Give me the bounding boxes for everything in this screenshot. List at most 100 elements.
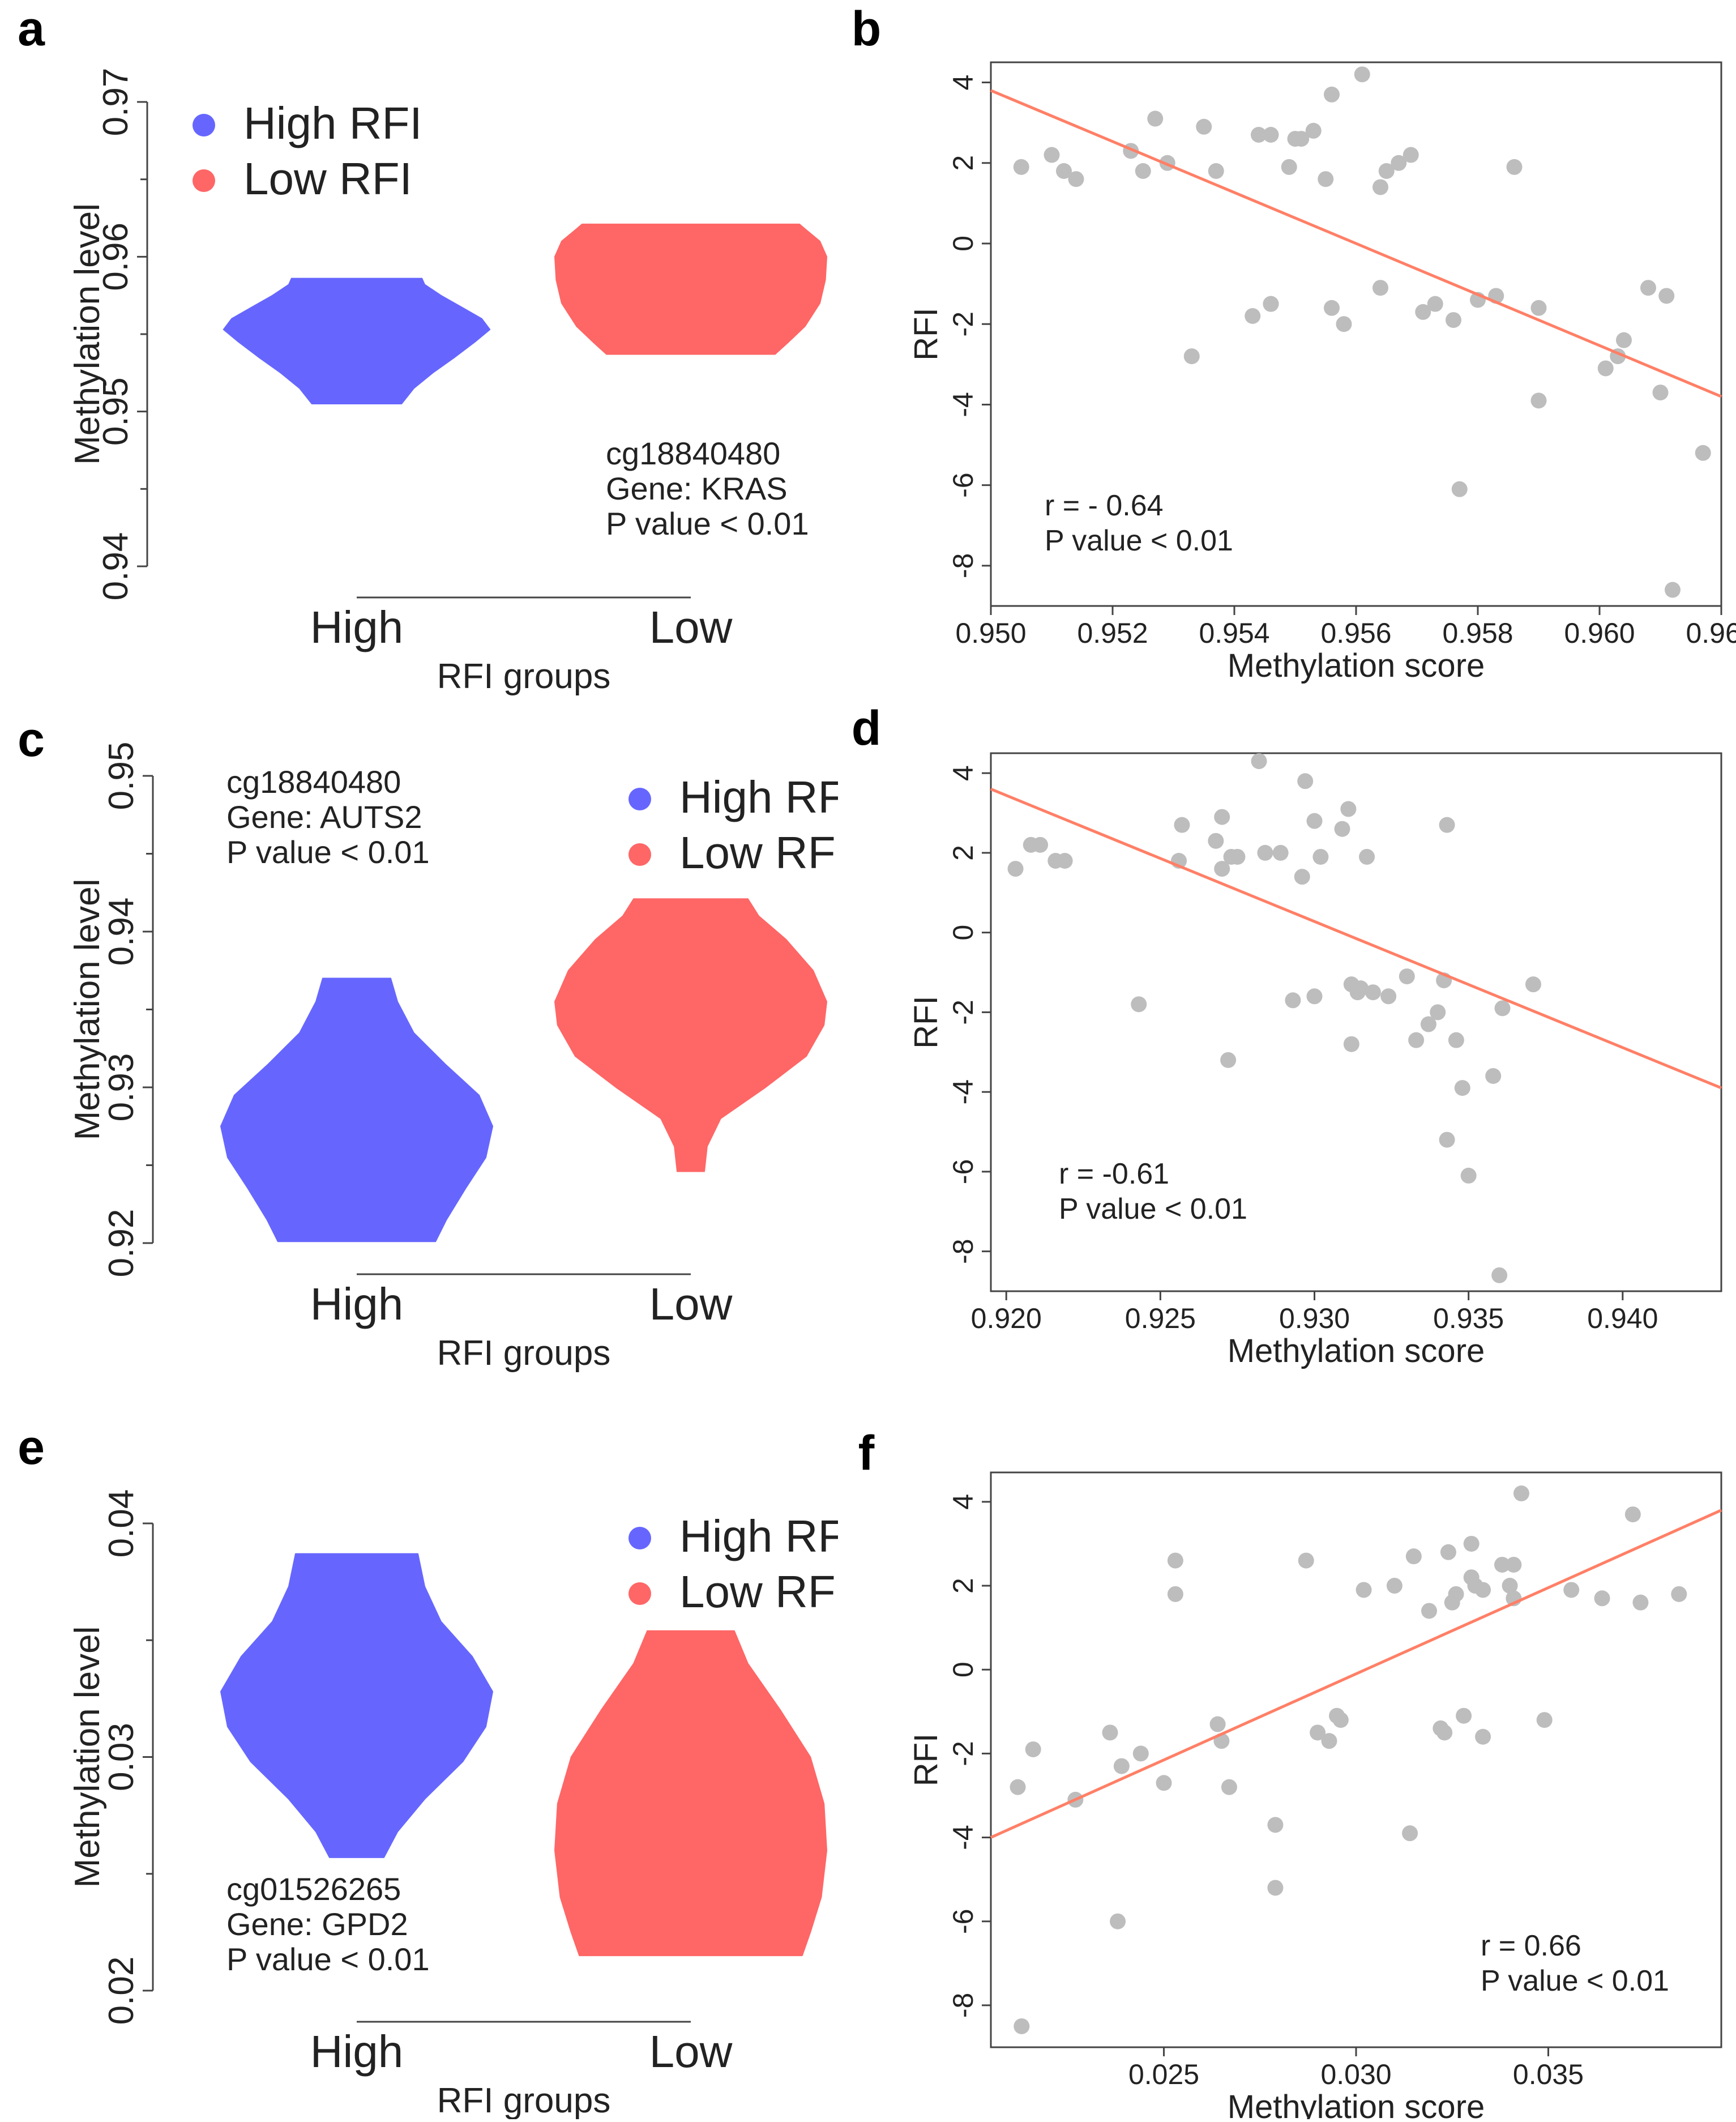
data-point bbox=[1439, 817, 1455, 833]
x-tick-label: 0.935 bbox=[1433, 1303, 1504, 1334]
regression-line bbox=[990, 1509, 1722, 1839]
x-axis-title: Methylation score bbox=[1228, 2089, 1485, 2119]
violin-low bbox=[554, 1630, 827, 1957]
x-axis-title: RFI groups bbox=[437, 2081, 611, 2119]
data-point bbox=[1430, 1004, 1446, 1021]
data-point bbox=[1440, 1544, 1456, 1560]
annotation-line: r = - 0.64 bbox=[1045, 489, 1164, 522]
legend-marker bbox=[628, 1527, 651, 1549]
violin-chart-e: e 0.02 0.03 0.04 Methylation level High Low RFI… bbox=[18, 1420, 858, 2120]
x-tick-label: 0.925 bbox=[1125, 1303, 1196, 1334]
annotation-line: P value < 0.01 bbox=[1059, 1193, 1247, 1226]
data-point bbox=[1014, 2018, 1030, 2034]
x-tick-label: High bbox=[310, 602, 404, 652]
y-axis-title: RFI bbox=[908, 308, 944, 360]
data-point bbox=[1214, 861, 1230, 877]
data-point bbox=[1485, 1068, 1502, 1084]
data-point bbox=[1359, 848, 1375, 865]
data-point bbox=[1293, 131, 1310, 147]
data-point bbox=[1475, 1728, 1491, 1745]
data-point bbox=[1658, 288, 1675, 304]
x-tick-label: 0.956 bbox=[1320, 617, 1391, 649]
data-point bbox=[1506, 1556, 1522, 1573]
y-tick-label: 0 bbox=[947, 925, 979, 941]
data-point bbox=[1563, 1582, 1580, 1598]
data-point bbox=[1209, 1716, 1226, 1732]
y-tick-label: 2 bbox=[947, 845, 979, 861]
annotation-line: cg18840480 bbox=[606, 435, 780, 471]
data-point bbox=[1391, 155, 1407, 171]
y-tick-label: -6 bbox=[947, 1159, 979, 1184]
y-tick-label: -6 bbox=[947, 1909, 979, 1934]
data-point bbox=[1354, 66, 1370, 83]
data-point bbox=[1616, 332, 1632, 348]
violin-high bbox=[220, 1553, 493, 1858]
panel-label-a: a bbox=[18, 2, 45, 56]
data-point bbox=[1007, 861, 1024, 877]
legend-label: High RFI bbox=[679, 772, 838, 822]
data-point bbox=[1312, 848, 1329, 865]
y-tick-label: 0 bbox=[947, 236, 979, 251]
annotation-line: Gene: GPD2 bbox=[226, 1906, 408, 1942]
y-tick-label: 0.92 bbox=[102, 1209, 141, 1278]
data-point bbox=[1671, 1586, 1687, 1602]
y-tick-label: -4 bbox=[947, 1825, 979, 1850]
y-tick-label: 2 bbox=[947, 155, 979, 171]
x-tick-label: High bbox=[310, 1279, 404, 1329]
data-point bbox=[1208, 832, 1224, 849]
data-point bbox=[1530, 300, 1547, 316]
data-point bbox=[1057, 853, 1073, 869]
data-point bbox=[1640, 280, 1656, 296]
data-point bbox=[1229, 848, 1246, 865]
y-tick-label: 0.02 bbox=[102, 1957, 141, 2025]
regression-line bbox=[990, 89, 1722, 398]
data-point bbox=[1263, 296, 1279, 312]
y-tick-label: 4 bbox=[947, 1494, 979, 1510]
data-point bbox=[1594, 1590, 1610, 1607]
data-point bbox=[1281, 159, 1297, 175]
x-axis-title: RFI groups bbox=[437, 1334, 611, 1373]
scatter-chart-f: f 4 2 0 -2 -4 -6 -8 RFI 0.025 0.030 0.035 Methylatio… bbox=[858, 1426, 1722, 2122]
annotation-line: P value < 0.01 bbox=[226, 834, 430, 870]
x-axis-title: RFI groups bbox=[437, 657, 611, 696]
y-tick-label: 4 bbox=[947, 75, 979, 91]
data-point bbox=[1652, 385, 1669, 401]
violin-high bbox=[220, 977, 493, 1243]
x-tick-label: 0.952 bbox=[1077, 617, 1148, 649]
x-tick-label: Low bbox=[649, 602, 733, 652]
data-point bbox=[1102, 1724, 1118, 1741]
data-point bbox=[1448, 1032, 1464, 1048]
data-point bbox=[1506, 159, 1523, 175]
data-point bbox=[1336, 316, 1352, 332]
data-point bbox=[1451, 481, 1468, 497]
y-tick-label: 0.95 bbox=[96, 377, 135, 446]
data-point bbox=[1032, 836, 1049, 853]
data-point bbox=[1257, 844, 1273, 861]
x-axis-title: Methylation score bbox=[1228, 1333, 1485, 1369]
data-point bbox=[1298, 1552, 1314, 1569]
y-tick-label: 0.04 bbox=[102, 1489, 141, 1558]
y-axis-title: RFI bbox=[908, 1734, 944, 1786]
data-point bbox=[1343, 1036, 1359, 1052]
data-point bbox=[1010, 1779, 1026, 1795]
y-tick-label: 0.96 bbox=[96, 223, 135, 291]
data-point bbox=[1267, 1880, 1284, 1896]
y-tick-label: -4 bbox=[947, 1079, 979, 1104]
x-tick-label: 0.958 bbox=[1442, 617, 1513, 649]
violin-high bbox=[223, 277, 491, 404]
data-point bbox=[1306, 988, 1323, 1005]
legend-label: High RFI bbox=[243, 98, 422, 148]
scatter-chart-d: d 4 2 0 -2 -4 -6 -8 RFI 0.920 0.925 0.930 0.935 0.940… bbox=[852, 701, 1722, 1369]
y-tick-label: 0 bbox=[947, 1662, 979, 1677]
legend-marker bbox=[628, 1582, 651, 1605]
data-point bbox=[1356, 1582, 1372, 1598]
data-point bbox=[1403, 147, 1419, 163]
data-point bbox=[1132, 1745, 1149, 1762]
panel-a: a 0.94 0.95 0.96 0.97 Methylation level High Lo… bbox=[0, 0, 838, 697]
annotation-line: P value < 0.01 bbox=[1481, 1965, 1669, 1997]
data-point bbox=[1494, 1556, 1510, 1573]
annotation-line: P value < 0.01 bbox=[606, 506, 809, 541]
plot-frame bbox=[990, 752, 1722, 1292]
x-tick-label: 0.962 bbox=[1686, 617, 1736, 649]
data-point bbox=[1044, 147, 1060, 163]
